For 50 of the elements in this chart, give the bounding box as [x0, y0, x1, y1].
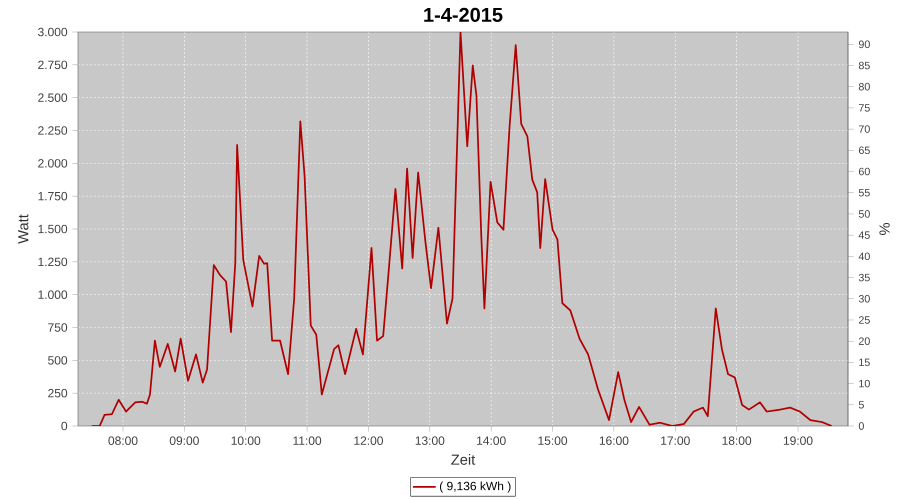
y2-tick-label: 60 [858, 168, 870, 176]
x-tick-label: 17:00 [661, 436, 690, 445]
x-tick-label: 19:00 [784, 436, 813, 445]
legend-label: ( 9,136 kWh ) [440, 481, 511, 493]
y2-tick-label: 50 [858, 210, 870, 218]
y2-tick-label: 65 [858, 146, 870, 154]
y-tick-label: 750 [48, 323, 68, 332]
y-tick-label: 2.000 [38, 159, 68, 168]
y-tick-label: 2.500 [38, 93, 68, 102]
y2-tick-label: 70 [858, 125, 870, 133]
y2-tick-label: 0 [858, 422, 864, 430]
x-tick-label: 16:00 [600, 436, 628, 445]
y2-tick-label: 75 [858, 104, 870, 112]
y-tick-label: 1.500 [38, 224, 68, 234]
y2-tick-label: 10 [859, 380, 870, 388]
y-tick-label: 1.000 [38, 290, 68, 299]
y2-tick-label: 25 [858, 316, 870, 324]
y2-tick-label: 55 [858, 189, 870, 196]
y-axis-title: Watt [18, 214, 28, 244]
x-tick-label: 10:00 [232, 436, 260, 445]
x-tick-label: 14:00 [477, 436, 506, 445]
y2-tick-label: 80 [858, 82, 870, 90]
y2-tick-label: 90 [858, 40, 870, 48]
y-tick-label: 2.750 [38, 60, 68, 70]
y-tick-label: 1.250 [38, 258, 68, 266]
x-tick-label: 18:00 [722, 436, 752, 445]
y2-tick-label: 30 [858, 294, 870, 303]
y-tick-label: 2.250 [38, 126, 68, 135]
y2-tick-label: 40 [858, 252, 870, 260]
y-tick-label: 500 [48, 356, 68, 365]
x-tick-label: 13:00 [416, 436, 444, 445]
y2-tick-label: 45 [858, 231, 870, 239]
y-tick-label: 1.750 [38, 192, 68, 200]
y2-tick-label: 35 [858, 274, 870, 282]
x-tick-label: 15:00 [538, 436, 568, 445]
y-tick-label: 0 [61, 422, 68, 430]
y-tick-label: 250 [48, 388, 68, 398]
x-tick-label: 12:00 [354, 436, 383, 445]
x-axis-title: Zeit [451, 454, 476, 465]
x-tick-label: 09:00 [170, 436, 199, 445]
y2-axis-title: % [879, 223, 890, 235]
y-tick-label: 3.000 [38, 28, 68, 36]
x-tick-label: 08:00 [108, 436, 138, 445]
x-tick-label: 11:00 [293, 436, 322, 445]
y2-tick-label: 85 [858, 62, 870, 70]
y2-tick-label: 20 [858, 337, 870, 345]
y2-tick-label: 5 [858, 401, 864, 409]
y2-tick-label: 15 [859, 358, 870, 366]
chart-title: 1-4-2015 [424, 8, 502, 22]
line-series [90, 32, 833, 426]
